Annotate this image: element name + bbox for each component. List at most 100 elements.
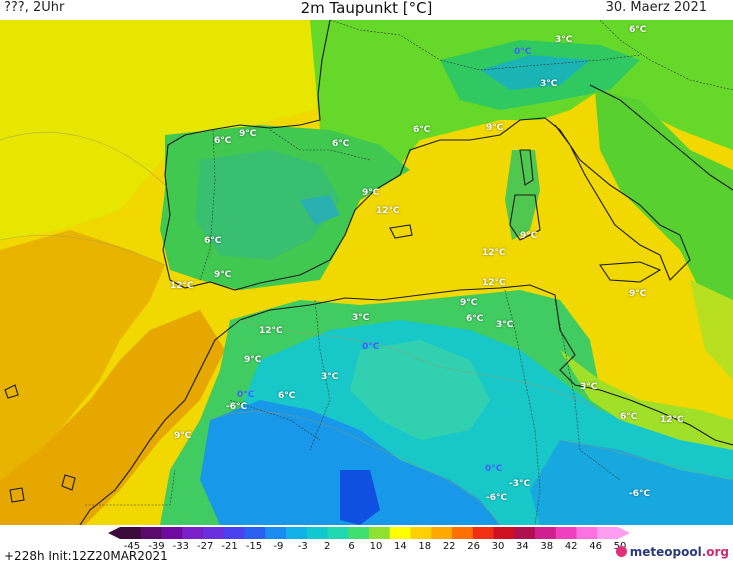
colorbar-tick-label: 42 (564, 541, 578, 552)
dewpoint-label: 9°C (460, 298, 478, 308)
colorbar-segment (286, 527, 308, 539)
meteopool-logo: meteopool.org (615, 545, 729, 559)
iberia-cool-spot (300, 195, 340, 225)
colorbar-segment (493, 527, 515, 539)
dewpoint-label: 6°C (629, 25, 647, 35)
dewpoint-label: 9°C (486, 123, 504, 133)
colorbar-tick-label: -15 (245, 541, 263, 552)
algeria-teal-zone (350, 340, 490, 440)
italy-green-zone (595, 90, 733, 320)
adriatic-light-zone (690, 280, 733, 380)
colorbar-segment (140, 527, 162, 539)
colorbar-tick-label: 10 (369, 541, 383, 552)
colorbar-segment (472, 527, 494, 539)
colorbar-segment (265, 527, 287, 539)
colorbar-tick-label: 6 (348, 541, 355, 552)
dewpoint-label: 0°C (514, 47, 532, 57)
colorbar-segment (514, 527, 536, 539)
colorbar-segment (306, 527, 328, 539)
colorbar-tick-label: -45 (123, 541, 141, 552)
iberia-inner-zone (195, 150, 340, 260)
dewpoint-label: 6°C (278, 391, 296, 401)
dewpoint-label: -6°C (486, 493, 508, 503)
colorbar-segment (223, 527, 245, 539)
dewpoint-label: 9°C (244, 355, 262, 365)
colorbar-segment (389, 527, 411, 539)
colorbar-tick-label: 18 (418, 541, 432, 552)
dewpoint-label: 9°C (174, 431, 192, 441)
colorbar-right-arrow (618, 527, 630, 539)
dewpoint-label: 9°C (214, 270, 232, 280)
colorbar-segment (431, 527, 453, 539)
libya-blue-zone (530, 440, 733, 525)
logo-dot-icon (615, 546, 627, 557)
dewpoint-label: 3°C (580, 382, 598, 392)
dewpoint-label: 9°C (362, 188, 380, 198)
dewpoint-label: 6°C (620, 412, 638, 422)
dewpoint-label: 12°C (376, 206, 400, 216)
dewpoint-label: -3°C (509, 479, 531, 489)
colorbar-tick-label: 2 (324, 541, 331, 552)
dewpoint-label: 6°C (466, 314, 484, 324)
dewpoint-label: 3°C (555, 35, 573, 45)
contour-lines (0, 132, 733, 525)
colorbar-tick-label: -39 (148, 541, 165, 552)
map-title: 2m Taupunkt [°C] (300, 0, 433, 17)
colorbar-segment (597, 527, 619, 539)
dewpoint-label: -6°C (629, 489, 651, 499)
colorbar-tick-label: 30 (491, 541, 505, 552)
sahara-blue-zone (200, 400, 500, 525)
colorbar-left-arrow (108, 527, 120, 539)
deep-blue-spot (340, 470, 380, 525)
colorbar-tick-label: -33 (172, 541, 189, 552)
dewpoint-label: 12°C (482, 248, 506, 258)
colorbar-segment (244, 527, 266, 539)
colorbar-segment (555, 527, 577, 539)
colorbar-tick-label: 34 (516, 541, 529, 552)
colorbar-tick-label: 38 (540, 541, 554, 552)
dewpoint-label: 3°C (321, 372, 339, 382)
colorbar-segment (452, 527, 474, 539)
colorbar-segment (327, 527, 349, 539)
dewpoint-label: 6°C (413, 125, 431, 135)
dewpoint-label: 6°C (332, 139, 350, 149)
dewpoint-label: 6°C (214, 136, 232, 146)
valid-date-label: 30. Maerz 2021 (605, 0, 707, 15)
run-time-label: ???, 2Uhr (4, 0, 65, 15)
colorbar-segment (410, 527, 432, 539)
colorbar-segment (161, 527, 183, 539)
colorbar-tick-label: -21 (221, 541, 238, 552)
dewpoint-label: 0°C (485, 464, 503, 474)
dewpoint-label: 12°C (482, 278, 506, 288)
colorbar-segment (182, 527, 204, 539)
colorbar-segment (576, 527, 598, 539)
colorbar-segment (535, 527, 557, 539)
atlantic-orange-zone (0, 230, 165, 480)
dewpoint-label: 12°C (170, 281, 194, 291)
dewpoint-label: 12°C (660, 415, 684, 425)
colorbar-tick-label: -27 (197, 541, 214, 552)
dewpoint-label: 9°C (520, 231, 538, 241)
dewpoint-label: 3°C (540, 79, 558, 89)
atlantic-lemon-zone (0, 20, 330, 240)
dewpoint-label: 6°C (204, 236, 222, 246)
alps-cyan-zone (480, 55, 590, 90)
colorbar-segment (369, 527, 391, 539)
dewpoint-label: 0°C (362, 342, 380, 352)
colorbar-tick-label: 22 (442, 541, 456, 552)
dewpoint-label: -6°C (226, 402, 248, 412)
borders (85, 20, 733, 525)
dewpoint-label: 12°C (259, 326, 283, 336)
dewpoint-label: 0°C (237, 390, 255, 400)
colorbar-tick-label: 46 (589, 541, 602, 552)
dewpoint-label: 3°C (496, 320, 514, 330)
dewpoint-map (0, 20, 733, 525)
colorbar-tick-label: 14 (394, 541, 407, 552)
colorbar-tick-label: -9 (273, 541, 284, 552)
dewpoint-label: 3°C (352, 313, 370, 323)
dewpoint-label: 9°C (629, 289, 647, 299)
colorbar-segment (120, 527, 142, 539)
morocco-orange-zone (0, 310, 225, 525)
init-time-label: +228h Init:12Z20MAR2021 (4, 549, 168, 563)
colorbar-tick-label: -3 (297, 541, 308, 552)
